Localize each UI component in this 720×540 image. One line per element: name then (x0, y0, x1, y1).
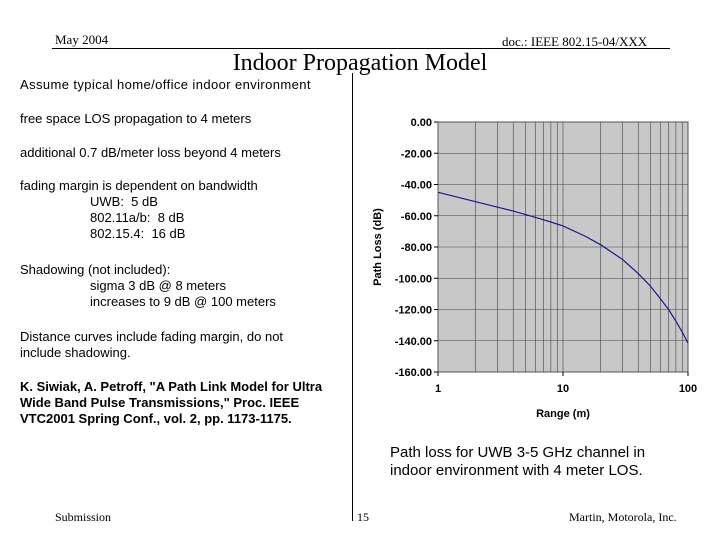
header-rule (52, 48, 670, 49)
fading-intro: fading margin is dependent on bandwidth (20, 178, 258, 193)
x-axis-label: Range (m) (536, 408, 590, 420)
reference-line-2: Wide Band Pulse Transmissions," Proc. IE… (20, 395, 300, 410)
y-axis-label: Path Loss (dB) (372, 208, 384, 286)
y-tick-label: -80.00 (401, 242, 432, 254)
additional-loss-text: additional 0.7 dB/meter loss beyond 4 me… (20, 145, 281, 160)
fading-item-uwb: UWB: 5 dB (90, 194, 158, 209)
y-tick-label: -160.00 (395, 367, 432, 379)
distance-note-line-1: Distance curves include fading margin, d… (20, 329, 284, 344)
y-tick-label: -60.00 (401, 211, 432, 223)
y-tick-label: -140.00 (395, 336, 432, 348)
header-doc-id: doc.: IEEE 802.15-04/XXX (502, 34, 648, 49)
slide-title: Indoor Propagation Model (232, 50, 488, 76)
path-loss-line (437, 191, 689, 344)
shadowing-item-2: increases to 9 dB @ 100 meters (90, 294, 276, 309)
footer-submission: Submission (55, 510, 112, 524)
x-tick-label: 10 (557, 383, 569, 395)
y-tick-label: -120.00 (395, 305, 432, 317)
free-space-text: free space LOS propagation to 4 meters (20, 111, 252, 126)
path-loss-chart: 0.00 -20.00 -40.00 -60.00 -80.00 -100.00 -120.… (372, 117, 697, 420)
fading-item-802154: 802.15.4: 16 dB (90, 226, 186, 241)
reference-line-1: K. Siwiak, A. Petroff, "A Path Link Mode… (20, 379, 323, 394)
shadowing-intro: Shadowing (not included): (20, 262, 171, 277)
footer-author: Martin, Motorola, Inc. (569, 510, 677, 524)
distance-note-line-2: include shadowing. (20, 345, 131, 360)
footer-page-number: 15 (357, 510, 369, 524)
y-tick-label: -20.00 (401, 148, 432, 160)
y-tick-label: -40.00 (401, 180, 432, 192)
vertical-divider (352, 73, 353, 521)
figure-caption: Path loss for UWB 3-5 GHz channel in ind… (390, 444, 645, 480)
x-tick-label: 100 (679, 383, 697, 395)
x-tick-label: 1 (435, 383, 441, 395)
reference-line-3: VTC2001 Spring Conf., vol. 2, pp. 1173-1… (20, 411, 292, 426)
caption-line-2: indoor environment with 4 meter LOS. (390, 462, 643, 479)
y-tick-label: 0.00 (411, 117, 432, 129)
header-date: May 2004 (55, 32, 109, 47)
assume-text: Assume typical home/office indoor enviro… (20, 77, 311, 92)
caption-line-1: Path loss for UWB 3-5 GHz channel in (390, 444, 646, 461)
shadowing-item-1: sigma 3 dB @ 8 meters (90, 278, 227, 293)
fading-item-80211: 802.11a/b: 8 dB (90, 210, 185, 225)
y-tick-label: -100.00 (395, 273, 432, 285)
